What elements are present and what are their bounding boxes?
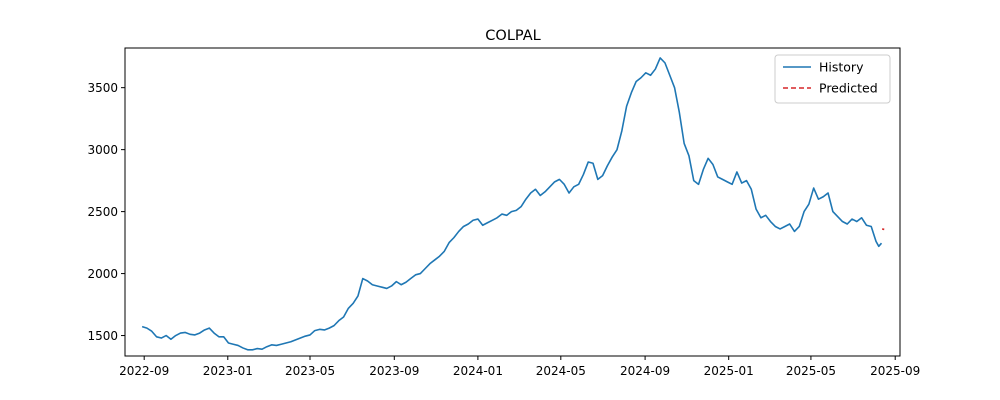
x-tick-label: 2025-01: [704, 364, 754, 378]
x-tick-label: 2023-09: [369, 364, 419, 378]
x-tick-label: 2024-05: [536, 364, 586, 378]
series-line-history: [141, 57, 883, 351]
legend-label-predicted: Predicted: [819, 81, 878, 96]
plot-area: [141, 57, 885, 351]
x-tick-label: 2024-09: [620, 364, 670, 378]
y-tick-label: 1500: [87, 329, 118, 343]
y-tick-label: 3500: [87, 81, 118, 95]
x-tick-label: 2022-09: [119, 364, 169, 378]
x-tick-label: 2024-01: [453, 364, 503, 378]
x-tick-label: 2025-09: [870, 364, 920, 378]
chart-title: COLPAL: [485, 28, 540, 44]
x-tick-label: 2023-05: [285, 364, 335, 378]
legend: History Predicted: [774, 54, 891, 104]
plot-frame: [124, 47, 901, 357]
x-axis: 2022-09 2023-01 2023-05 2023-09 2024-01 2024-…: [119, 356, 920, 378]
legend-label-history: History: [819, 60, 864, 75]
y-tick-label: 2500: [87, 205, 118, 219]
y-axis: 1500 2000 2500 3000 3500: [87, 81, 125, 343]
x-tick-label: 2025-05: [786, 364, 836, 378]
y-tick-label: 2000: [87, 267, 118, 281]
y-tick-label: 3000: [87, 143, 118, 157]
x-tick-label: 2023-01: [203, 364, 253, 378]
